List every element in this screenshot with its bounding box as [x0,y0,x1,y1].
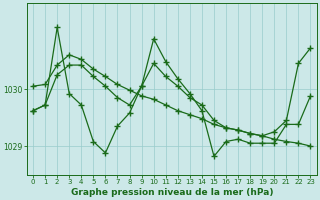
X-axis label: Graphe pression niveau de la mer (hPa): Graphe pression niveau de la mer (hPa) [70,188,273,197]
